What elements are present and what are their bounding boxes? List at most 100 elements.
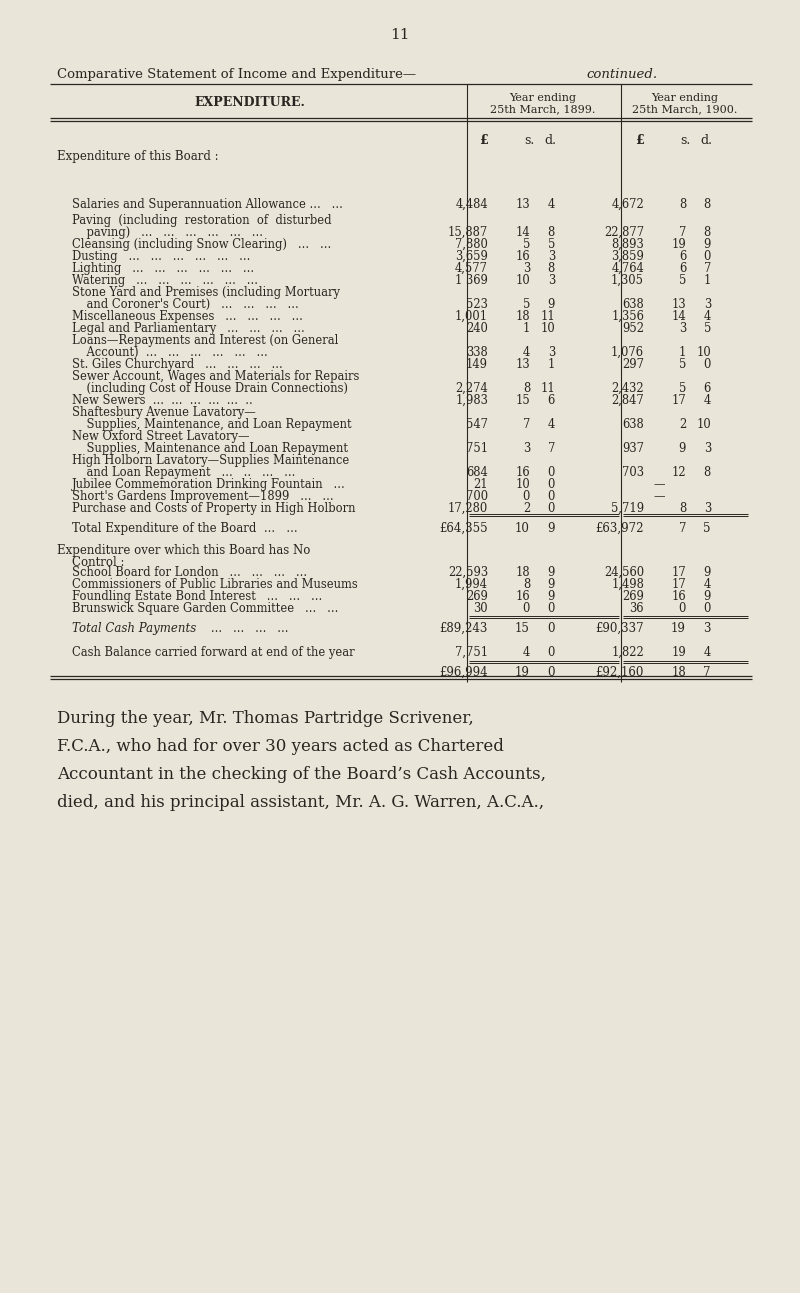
Text: Total Cash Payments: Total Cash Payments — [72, 622, 196, 635]
Text: Cash Balance carried forward at end of the year: Cash Balance carried forward at end of t… — [72, 646, 354, 659]
Text: 9: 9 — [548, 578, 555, 591]
Text: 1: 1 — [678, 347, 686, 359]
Text: 2: 2 — [678, 418, 686, 431]
Text: 13: 13 — [671, 297, 686, 312]
Text: (including Cost of House Drain Connections): (including Cost of House Drain Connectio… — [72, 381, 348, 394]
Text: 3: 3 — [522, 262, 530, 275]
Text: Accountant in the checking of the Board’s Cash Accounts,: Accountant in the checking of the Board’… — [57, 765, 546, 784]
Text: 547: 547 — [466, 418, 488, 431]
Text: 4: 4 — [704, 394, 711, 407]
Text: 12: 12 — [671, 465, 686, 478]
Text: 4,672: 4,672 — [611, 198, 644, 211]
Text: 1,822: 1,822 — [611, 646, 644, 659]
Text: Miscellaneous Expenses   ...   ...   ...   ...: Miscellaneous Expenses ... ... ... ... — [72, 310, 303, 323]
Text: died, and his principal assistant, Mr. A. G. Warren, A.C.A.,: died, and his principal assistant, Mr. A… — [57, 794, 544, 811]
Text: 17,280: 17,280 — [448, 502, 488, 515]
Text: 13: 13 — [515, 198, 530, 211]
Text: Year ending
25th March, 1900.: Year ending 25th March, 1900. — [632, 93, 738, 115]
Text: Watering   ...   ...   ...   ...   ...   ...: Watering ... ... ... ... ... ... — [72, 274, 258, 287]
Text: Supplies, Maintenance and Loan Repayment: Supplies, Maintenance and Loan Repayment — [72, 442, 348, 455]
Text: 6: 6 — [548, 394, 555, 407]
Text: 5: 5 — [548, 238, 555, 251]
Text: 4: 4 — [522, 347, 530, 359]
Text: 1: 1 — [548, 358, 555, 371]
Text: 703: 703 — [622, 465, 644, 478]
Text: Shaftesbury Avenue Lavatory—: Shaftesbury Avenue Lavatory— — [72, 406, 256, 419]
Text: 2,274: 2,274 — [455, 381, 488, 394]
Text: 1,076: 1,076 — [611, 347, 644, 359]
Text: Supplies, Maintenance, and Loan Repayment: Supplies, Maintenance, and Loan Repaymen… — [72, 418, 352, 431]
Text: s.: s. — [524, 134, 534, 147]
Text: 3: 3 — [548, 347, 555, 359]
Text: Total Expenditure of the Board  ...   ...: Total Expenditure of the Board ... ... — [72, 522, 298, 535]
Text: 8: 8 — [522, 381, 530, 394]
Text: 240: 240 — [466, 322, 488, 335]
Text: Expenditure over which this Board has No: Expenditure over which this Board has No — [57, 544, 310, 557]
Text: 10: 10 — [540, 322, 555, 335]
Text: 13: 13 — [515, 358, 530, 371]
Text: Paving  (including  restoration  of  disturbed: Paving (including restoration of disturb… — [72, 215, 332, 228]
Text: 8: 8 — [678, 198, 686, 211]
Text: 1,305: 1,305 — [611, 274, 644, 287]
Text: 7: 7 — [704, 262, 711, 275]
Text: 0: 0 — [704, 358, 711, 371]
Text: During the year, Mr. Thomas Partridge Scrivener,: During the year, Mr. Thomas Partridge Sc… — [57, 710, 474, 727]
Text: 15: 15 — [515, 394, 530, 407]
Text: F.C.A., who had for over 30 years acted as Chartered: F.C.A., who had for over 30 years acted … — [57, 738, 504, 755]
Text: 5: 5 — [678, 381, 686, 394]
Text: 0: 0 — [522, 490, 530, 503]
Text: 1: 1 — [522, 322, 530, 335]
Text: 8,893: 8,893 — [611, 238, 644, 251]
Text: d.: d. — [544, 134, 556, 147]
Text: 2,432: 2,432 — [611, 381, 644, 394]
Text: 16: 16 — [515, 590, 530, 603]
Text: 5: 5 — [704, 322, 711, 335]
Text: 0: 0 — [704, 603, 711, 615]
Text: 5,719: 5,719 — [611, 502, 644, 515]
Text: 6: 6 — [704, 381, 711, 394]
Text: 5: 5 — [522, 297, 530, 312]
Text: 19: 19 — [671, 238, 686, 251]
Text: 10: 10 — [515, 274, 530, 287]
Text: 8: 8 — [704, 226, 711, 239]
Text: High Holborn Lavatory—Supplies Maintenance: High Holborn Lavatory—Supplies Maintenan… — [72, 454, 350, 467]
Text: 8: 8 — [704, 465, 711, 478]
Text: 9: 9 — [704, 238, 711, 251]
Text: £96,994: £96,994 — [439, 666, 488, 679]
Text: 4,484: 4,484 — [455, 198, 488, 211]
Text: 0: 0 — [548, 502, 555, 515]
Text: 18: 18 — [515, 310, 530, 323]
Text: 0: 0 — [548, 603, 555, 615]
Text: 7: 7 — [703, 666, 711, 679]
Text: 7: 7 — [678, 522, 686, 535]
Text: New Sewers  ...  ...  ...  ...  ...  ..: New Sewers ... ... ... ... ... .. — [72, 394, 253, 407]
Text: s.: s. — [680, 134, 690, 147]
Text: d.: d. — [700, 134, 712, 147]
Text: 17: 17 — [671, 566, 686, 579]
Text: —: — — [654, 490, 666, 503]
Text: Brunswick Square Garden Committee   ...   ...: Brunswick Square Garden Committee ... ..… — [72, 603, 338, 615]
Text: St. Giles Churchyard   ...   ...   ...   ...: St. Giles Churchyard ... ... ... ... — [72, 358, 282, 371]
Text: 3,859: 3,859 — [611, 250, 644, 262]
Text: Year ending
25th March, 1899.: Year ending 25th March, 1899. — [490, 93, 596, 115]
Text: 0: 0 — [522, 603, 530, 615]
Text: 4: 4 — [704, 646, 711, 659]
Text: Lighting   ...   ...   ...   ...   ...   ...: Lighting ... ... ... ... ... ... — [72, 262, 254, 275]
Text: Control :: Control : — [57, 556, 125, 569]
Text: 4: 4 — [548, 418, 555, 431]
Text: Foundling Estate Bond Interest   ...   ...   ...: Foundling Estate Bond Interest ... ... .… — [72, 590, 322, 603]
Text: 1,498: 1,498 — [611, 578, 644, 591]
Text: 17: 17 — [671, 578, 686, 591]
Text: 638: 638 — [622, 297, 644, 312]
Text: 16: 16 — [671, 590, 686, 603]
Text: £89,243: £89,243 — [440, 622, 488, 635]
Text: 5: 5 — [522, 238, 530, 251]
Text: 5: 5 — [678, 358, 686, 371]
Text: Short's Gardens Improvement—1899   ...   ...: Short's Gardens Improvement—1899 ... ... — [72, 490, 334, 503]
Text: and Loan Repayment   ...   ..   ...   ...: and Loan Repayment ... .. ... ... — [72, 465, 295, 478]
Text: EXPENDITURE.: EXPENDITURE. — [194, 96, 306, 109]
Text: 10: 10 — [515, 478, 530, 491]
Text: 8: 8 — [704, 198, 711, 211]
Text: £: £ — [479, 134, 488, 147]
Text: 19: 19 — [671, 646, 686, 659]
